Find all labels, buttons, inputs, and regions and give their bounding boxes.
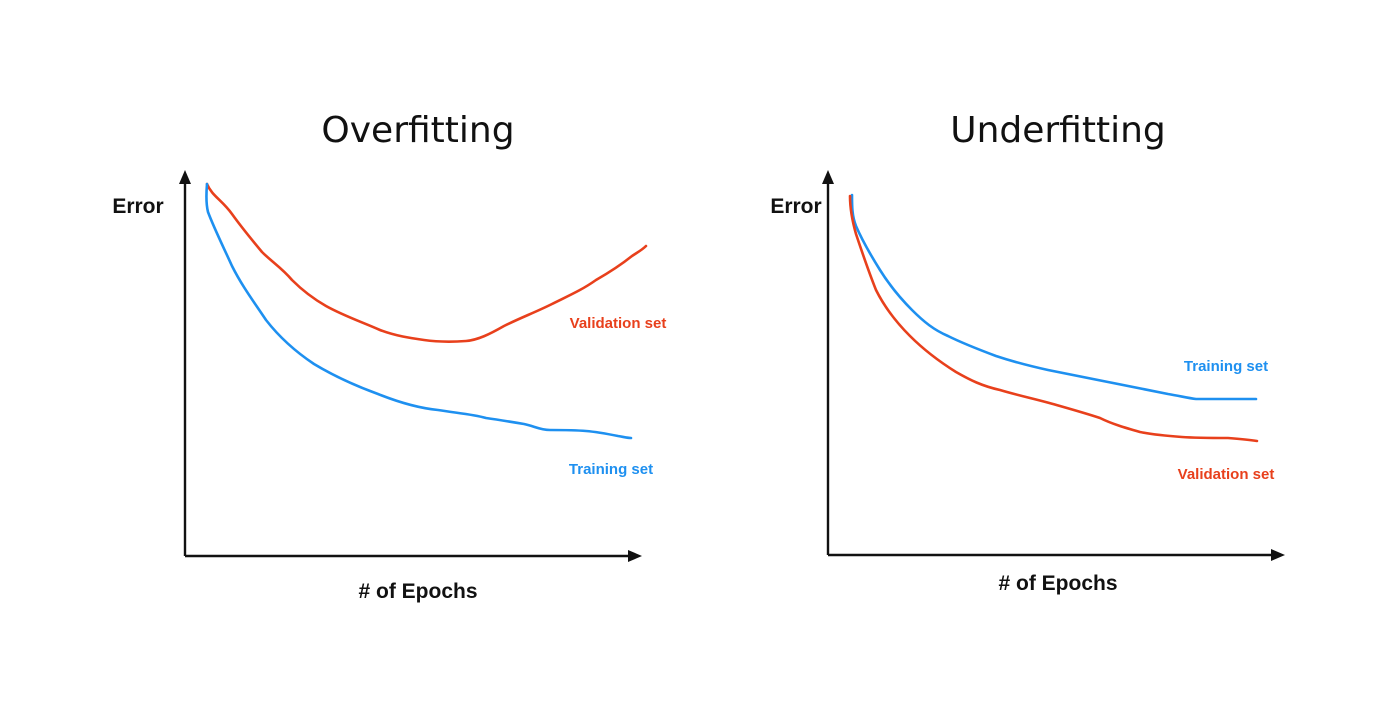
overfitting-panel: Overfitting Error # of Epochs Validation… [112, 110, 666, 603]
panel-title: Underfitting [950, 110, 1166, 151]
training-curve [205, 182, 633, 440]
x-axis-label: # of Epochs [358, 580, 477, 603]
y-axis-label: Error [770, 195, 821, 218]
x-axis-label: # of Epochs [998, 572, 1117, 595]
training-label: Training set [1184, 358, 1268, 375]
y-axis-arrow-icon [179, 170, 191, 184]
validation-label: Validation set [570, 315, 667, 332]
validation-curve [205, 182, 648, 343]
panel-title: Overfitting [321, 110, 514, 151]
validation-curve [848, 194, 1259, 443]
y-axis-arrow-icon [822, 170, 834, 184]
y-axis-label: Error [112, 195, 163, 218]
underfitting-panel: Underfitting Error # of Epochs Training … [770, 110, 1285, 595]
training-label: Training set [569, 461, 653, 478]
x-axis-arrow-icon [628, 550, 642, 562]
training-curve [850, 193, 1258, 401]
x-axis-arrow-icon [1271, 549, 1285, 561]
validation-label: Validation set [1178, 466, 1275, 483]
